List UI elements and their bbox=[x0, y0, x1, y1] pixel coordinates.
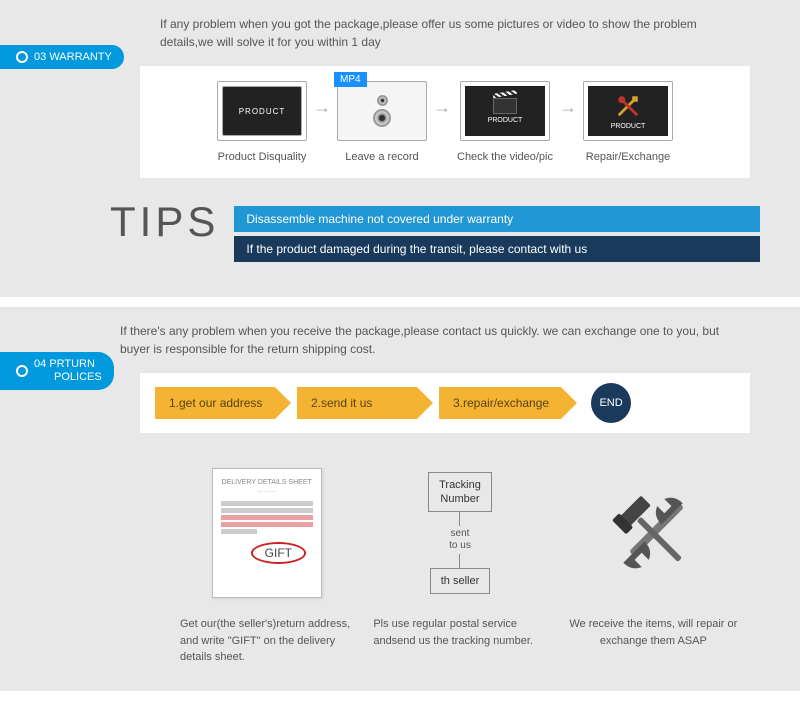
warranty-item-record: MP4 Leave a record bbox=[337, 81, 427, 163]
tracking-diagram-icon: TrackingNumber sentto us th seller bbox=[428, 472, 492, 595]
end-badge: END bbox=[591, 383, 631, 423]
detail-row: DELIVERY DETAILS SHEET — — — GIFT Get ou… bbox=[120, 458, 770, 666]
return-tag: 04 PRTURN POLICES bbox=[0, 352, 114, 390]
video-icon: PRODUCT bbox=[460, 81, 550, 141]
tips-bar-2: If the product damaged during the transi… bbox=[234, 236, 760, 262]
arrow-icon: → bbox=[313, 97, 331, 118]
hammer-wrench-icon bbox=[603, 483, 703, 583]
product-box-icon: PRODUCT bbox=[217, 81, 307, 141]
arrow-icon: → bbox=[433, 97, 451, 118]
warranty-row: PRODUCT Product Disquality → MP4 Leave a… bbox=[140, 66, 750, 178]
detail-sheet: DELIVERY DETAILS SHEET — — — GIFT Get ou… bbox=[180, 468, 353, 666]
tools-product-icon: PRODUCT bbox=[583, 81, 673, 141]
speaker-icon: MP4 bbox=[337, 81, 427, 141]
arrow-icon: → bbox=[559, 97, 577, 118]
warranty-item-repair: PRODUCT Repair/Exchange bbox=[583, 81, 673, 163]
step-2: 2.send it us bbox=[297, 387, 417, 419]
warranty-item-disquality: PRODUCT Product Disquality bbox=[217, 81, 307, 163]
step-1: 1.get our address bbox=[155, 387, 275, 419]
tips-row: TIPS Disassemble machine not covered und… bbox=[0, 178, 800, 272]
warranty-section: 03 WARRANTY If any problem when you got … bbox=[0, 0, 800, 297]
return-section: 04 PRTURN POLICES If there's any problem… bbox=[0, 307, 800, 691]
steps-row: 1.get our address 2.send it us 3.repair/… bbox=[140, 373, 750, 433]
tips-title: TIPS bbox=[110, 198, 219, 246]
delivery-sheet-icon: DELIVERY DETAILS SHEET — — — GIFT bbox=[212, 468, 322, 598]
step-3: 3.repair/exchange bbox=[439, 387, 561, 419]
warranty-item-check: PRODUCT Check the video/pic bbox=[457, 81, 553, 163]
return-intro: If there's any problem when you receive … bbox=[120, 322, 770, 358]
detail-tracking: TrackingNumber sentto us th seller Pls u… bbox=[373, 468, 546, 666]
detail-tools: We receive the items, will repair or exc… bbox=[567, 468, 740, 666]
warranty-intro: If any problem when you got the package,… bbox=[120, 15, 770, 51]
tips-bar-1: Disassemble machine not covered under wa… bbox=[234, 206, 760, 232]
warranty-tag: 03 WARRANTY bbox=[0, 45, 124, 69]
